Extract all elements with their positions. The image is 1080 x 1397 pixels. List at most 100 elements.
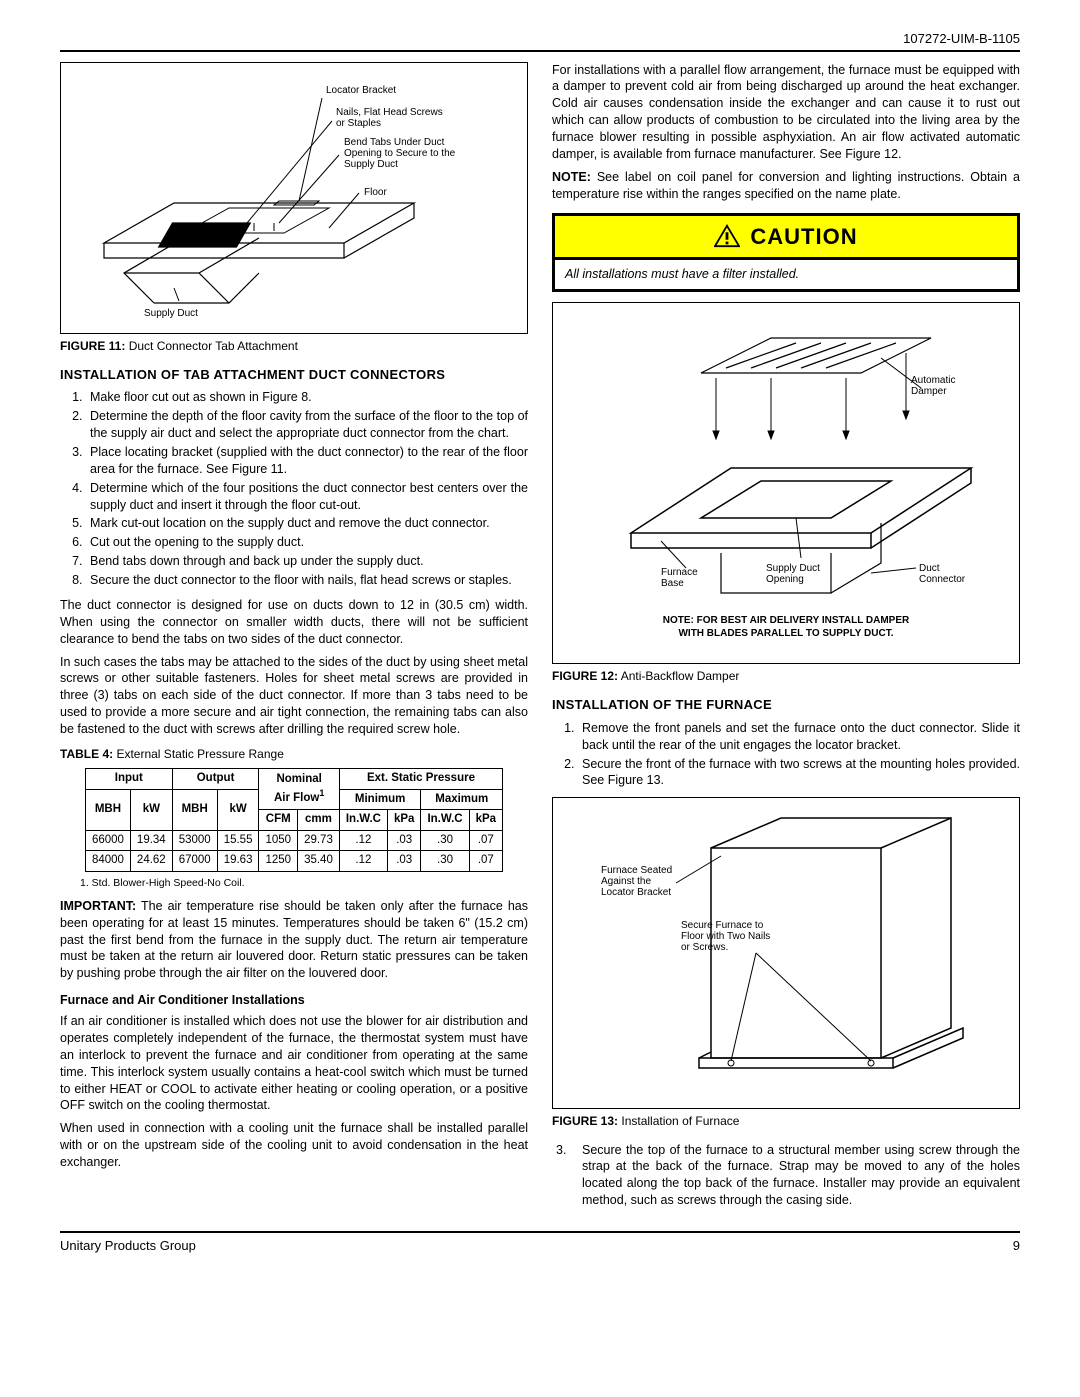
table4-label: TABLE 4: <box>60 747 113 761</box>
svg-text:WITH BLADES PARALLEL TO SUPPLY: WITH BLADES PARALLEL TO SUPPLY DUCT. <box>678 628 893 639</box>
list-item: 3. Secure the top of the furnace to a st… <box>552 1142 1020 1210</box>
list-item: Bend tabs down through and back up under… <box>86 553 528 570</box>
th-input: Input <box>85 769 172 790</box>
sub-heading: Furnace and Air Conditioner Installation… <box>60 992 528 1009</box>
table-cell: 15.55 <box>217 830 259 851</box>
table-cell: 35.40 <box>298 851 340 872</box>
furnace-install-list: Remove the front panels and set the furn… <box>578 720 1020 790</box>
svg-text:Furnace SeatedAgainst theLocat: Furnace SeatedAgainst theLocator Bracket <box>601 865 672 898</box>
figure-13-svg: Furnace SeatedAgainst theLocator Bracket… <box>571 808 1001 1098</box>
caution-title: CAUTION <box>750 222 857 252</box>
list-item: Cut out the opening to the supply duct. <box>86 534 528 551</box>
th: kPa <box>469 810 502 831</box>
table-cell: .12 <box>339 851 387 872</box>
svg-text:Floor: Floor <box>364 187 387 198</box>
table-cell: 84000 <box>85 851 130 872</box>
table-cell: .30 <box>421 830 469 851</box>
table-cell: 66000 <box>85 830 130 851</box>
footer-right: 9 <box>1013 1237 1020 1255</box>
th: In.W.C <box>421 810 469 831</box>
list-item: Place locating bracket (supplied with th… <box>86 444 528 478</box>
svg-text:FurnaceBase: FurnaceBase <box>661 567 698 589</box>
th: MBH <box>85 789 130 830</box>
left-column: Locator Bracket Nails, Flat Head Screwso… <box>60 62 528 1217</box>
table-cell: 19.63 <box>217 851 259 872</box>
fig11-caption-text: Duct Connector Tab Attachment <box>129 339 298 353</box>
table-cell: 29.73 <box>298 830 340 851</box>
table-cell: .07 <box>469 830 502 851</box>
figure-12-box: AutomaticDamper Supply DuctOpening Furna… <box>552 302 1020 664</box>
th: Maximum <box>421 789 503 810</box>
fig11-caption-label: FIGURE 11: <box>60 339 125 353</box>
section-heading-2: INSTALLATION OF THE FURNACE <box>552 696 1020 714</box>
figure-11-caption: FIGURE 11: Duct Connector Tab Attachment <box>60 338 528 354</box>
item-text: Secure the top of the furnace to a struc… <box>582 1142 1020 1210</box>
doc-id: 107272-UIM-B-1105 <box>903 31 1020 46</box>
paragraph: NOTE: See label on coil panel for conver… <box>552 169 1020 203</box>
important-label: IMPORTANT: <box>60 899 136 913</box>
th: MBH <box>172 789 217 830</box>
svg-text:AutomaticDamper: AutomaticDamper <box>911 375 955 397</box>
table-4: Input Output NominalAir Flow1 Ext. Stati… <box>85 768 503 872</box>
paragraph: IMPORTANT: The air temperature rise shou… <box>60 898 528 982</box>
table-cell: .03 <box>387 830 420 851</box>
fig13-caption-label: FIGURE 13: <box>552 1114 618 1128</box>
list-item: Determine which of the four positions th… <box>86 480 528 514</box>
figure-13-box: Furnace SeatedAgainst theLocator Bracket… <box>552 797 1020 1109</box>
table-4-title: TABLE 4: External Static Pressure Range <box>60 746 528 762</box>
right-column: For installations with a parallel flow a… <box>552 62 1020 1217</box>
note-label: NOTE: <box>552 170 591 184</box>
paragraph: When used in connection with a cooling u… <box>60 1120 528 1171</box>
list-item: Make floor cut out as shown in Figure 8. <box>86 389 528 406</box>
svg-text:Bend Tabs Under DuctOpening to: Bend Tabs Under DuctOpening to Secure to… <box>344 137 456 170</box>
paragraph: If an air conditioner is installed which… <box>60 1013 528 1114</box>
figure-12-caption: FIGURE 12: Anti-Backflow Damper <box>552 668 1020 684</box>
svg-text:Secure Furnace toFloor with Tw: Secure Furnace toFloor with Two Nailsor … <box>681 920 770 953</box>
caution-body: All installations must have a filter ins… <box>555 260 1017 289</box>
svg-text:Supply Duct: Supply Duct <box>144 308 198 319</box>
fig12-caption-text: Anti-Backflow Damper <box>621 669 740 683</box>
warning-icon <box>714 224 740 248</box>
svg-text:DuctConnector: DuctConnector <box>919 563 966 585</box>
th: Minimum <box>339 789 421 810</box>
figure-12-svg: AutomaticDamper Supply DuctOpening Furna… <box>571 313 1001 653</box>
table-cell: 67000 <box>172 851 217 872</box>
list-item: Secure the duct connector to the floor w… <box>86 572 528 589</box>
figure-11-svg: Locator Bracket Nails, Flat Head Screwso… <box>84 73 504 323</box>
svg-text:Nails, Flat Head Screwsor Stap: Nails, Flat Head Screwsor Staples <box>336 107 443 129</box>
list-item: Determine the depth of the floor cavity … <box>86 408 528 442</box>
footer-left: Unitary Products Group <box>60 1237 196 1255</box>
item-number: 3. <box>556 1142 582 1210</box>
th-output: Output <box>172 769 259 790</box>
list-item: Secure the front of the furnace with two… <box>578 756 1020 790</box>
paragraph-text: See label on coil panel for conversion a… <box>552 170 1020 201</box>
table-row: 6600019.345300015.55105029.73.12.03.30.0… <box>85 830 502 851</box>
svg-text:Locator Bracket: Locator Bracket <box>326 85 396 96</box>
figure-11-box: Locator Bracket Nails, Flat Head Screwso… <box>60 62 528 334</box>
table-cell: 1250 <box>259 851 298 872</box>
list-item: Remove the front panels and set the furn… <box>578 720 1020 754</box>
th-ext: Ext. Static Pressure <box>339 769 502 790</box>
list-item: Mark cut-out location on the supply duct… <box>86 515 528 532</box>
svg-text:NOTE: FOR BEST AIR DELIVERY IN: NOTE: FOR BEST AIR DELIVERY INSTALL DAMP… <box>663 615 910 626</box>
fig12-caption-label: FIGURE 12: <box>552 669 618 683</box>
figure-13-caption: FIGURE 13: Installation of Furnace <box>552 1113 1020 1129</box>
table-cell: 19.34 <box>130 830 172 851</box>
table-cell: .07 <box>469 851 502 872</box>
table-4-footnote: 1. Std. Blower-High Speed-No Coil. <box>80 876 528 890</box>
th: CFM <box>259 810 298 831</box>
table-cell: 1050 <box>259 830 298 851</box>
th: kW <box>130 789 172 830</box>
th: In.W.C <box>339 810 387 831</box>
paragraph: In such cases the tabs may be attached t… <box>60 654 528 738</box>
th-nominal: NominalAir Flow1 <box>259 769 339 810</box>
th: kPa <box>387 810 420 831</box>
fig13-caption-text: Installation of Furnace <box>621 1114 739 1128</box>
table-cell: 53000 <box>172 830 217 851</box>
install-steps-list: Make floor cut out as shown in Figure 8.… <box>86 389 528 589</box>
caution-header: CAUTION <box>555 216 1017 261</box>
svg-text:Supply DuctOpening: Supply DuctOpening <box>766 563 820 585</box>
table-cell: .03 <box>387 851 420 872</box>
th: cmm <box>298 810 340 831</box>
table-row: 8400024.626700019.63125035.40.12.03.30.0… <box>85 851 502 872</box>
